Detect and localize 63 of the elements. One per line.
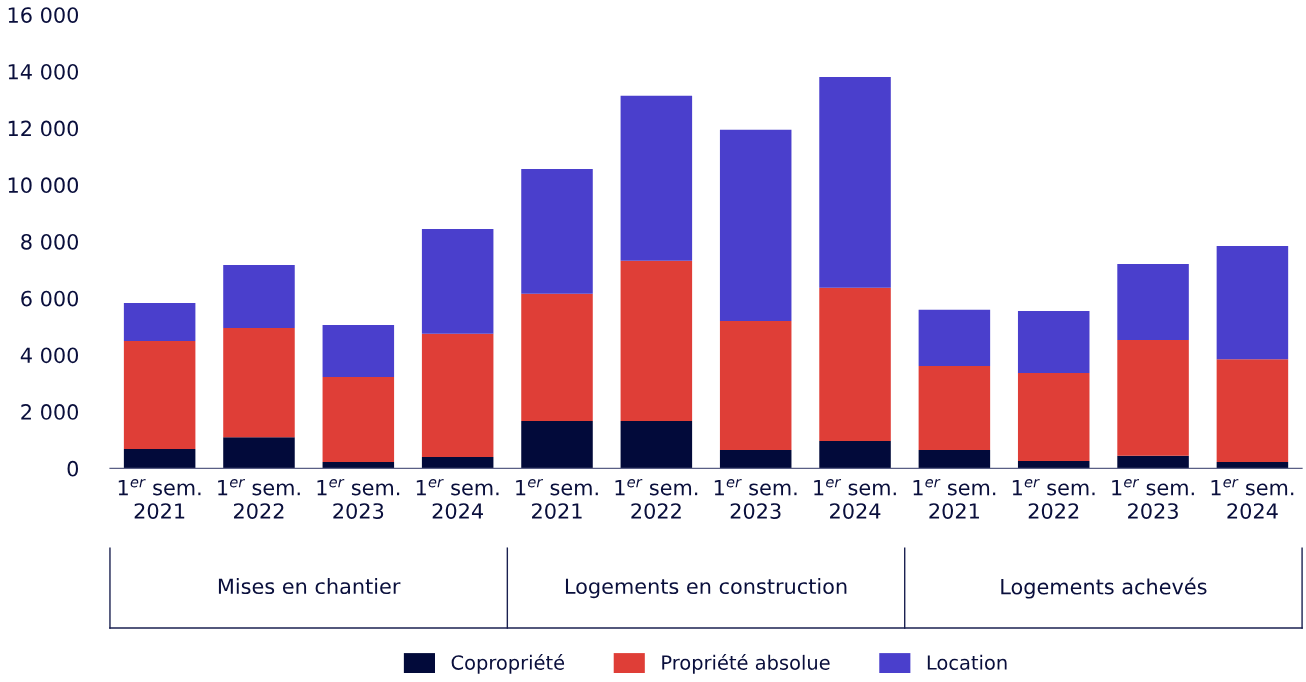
bar [322, 377, 395, 463]
x-tick-label: 1$^{er}$ sem. 2021 [516, 479, 598, 519]
bar [719, 129, 792, 321]
bar [620, 95, 693, 261]
y-tick-label: 8 000 [21, 233, 79, 250]
bar [719, 320, 792, 450]
x-tick-label: 1$^{er}$ sem. 2022 [615, 479, 698, 519]
bar [1117, 339, 1189, 456]
x-tick-label: 1$^{er}$ sem. 2022 [1012, 479, 1095, 519]
text: Logements achevés [1001, 577, 1207, 599]
bar [521, 420, 593, 469]
x-tick-label: 1$^{er}$ sem. 2021 [913, 479, 996, 519]
text: Mises en chantier [218, 578, 401, 595]
bar [223, 437, 295, 469]
bar [1017, 373, 1090, 461]
bar [819, 441, 891, 469]
bar [123, 449, 196, 469]
bar [223, 265, 295, 328]
legend-label: Propriété absolue [662, 654, 830, 674]
y-tick-label: 4 000 [20, 347, 79, 364]
x-tick-label: 1$^{er}$ sem. 2023 [317, 479, 400, 519]
bar [421, 456, 494, 469]
bar [719, 449, 792, 469]
bar [1117, 263, 1189, 340]
legend-label: Copropriété [451, 654, 565, 674]
bar [1216, 359, 1289, 463]
x-tick-label: 1$^{er}$ sem. 2023 [714, 479, 797, 519]
x-tick-label: 1$^{er}$ sem. 2021 [118, 479, 201, 519]
bar [819, 287, 891, 442]
bar [1017, 460, 1090, 469]
bar [918, 449, 991, 469]
bar [521, 168, 593, 294]
x-tick-label: 1$^{er}$ sem. 2024 [814, 479, 896, 519]
bar [521, 293, 593, 421]
bar [1216, 462, 1289, 469]
bar [123, 341, 196, 450]
bar [322, 462, 395, 469]
bar [322, 324, 395, 378]
y-tick-label: 16 000 [8, 7, 79, 23]
y-tick-label: 12 000 [8, 120, 79, 137]
y-tick-label: 6 000 [21, 290, 79, 307]
x-tick-label: 1$^{er}$ sem. 2022 [218, 479, 300, 519]
bar [1216, 246, 1289, 360]
bar [1117, 455, 1189, 469]
text: Logements en construction [565, 578, 847, 599]
y-tick-label: 14 000 [8, 63, 79, 80]
bar [223, 328, 295, 438]
bar [421, 229, 494, 334]
x-tick-label: 1$^{er}$ sem. 2024 [416, 479, 499, 519]
bar [918, 309, 991, 366]
bar [819, 77, 891, 288]
bar [421, 333, 494, 457]
bar [620, 420, 693, 469]
legend-label: Location [927, 654, 1007, 670]
y-tick-label: 2 000 [21, 404, 79, 420]
bar [1017, 310, 1090, 374]
x-tick-label: 1$^{er}$ sem. 2023 [1112, 479, 1194, 519]
bar [123, 303, 196, 342]
bar [918, 365, 991, 450]
y-tick-label: 10 000 [8, 177, 79, 194]
x-tick-label: 1$^{er}$ sem. 2024 [1211, 479, 1294, 519]
bar [620, 260, 693, 421]
y-tick-label: 0 [67, 460, 79, 477]
